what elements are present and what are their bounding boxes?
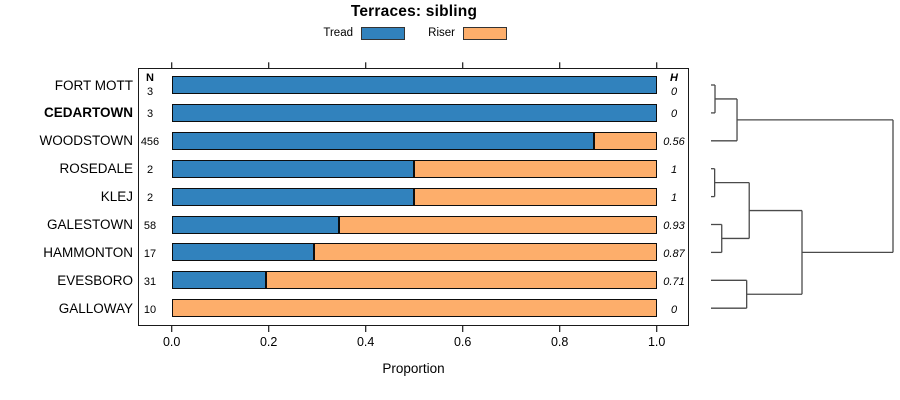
n-value: 3 <box>146 108 154 121</box>
row-label: HAMMONTON <box>43 244 133 260</box>
legend-swatch-tread <box>361 27 405 40</box>
x-tick-label: 0.4 <box>356 335 375 349</box>
row-label: KLEJ <box>100 189 133 205</box>
n-value: 58 <box>143 220 157 232</box>
n-value: 10 <box>143 303 157 316</box>
h-value: 0.87 <box>663 247 685 260</box>
bar-segment-riser <box>171 299 657 318</box>
legend-label-riser: Riser <box>428 27 455 39</box>
n-value: 2 <box>146 164 154 177</box>
row-label: EVESBORO <box>57 272 133 288</box>
row-label: GALLOWAY <box>58 300 133 316</box>
x-tick-label: 1.0 <box>647 335 666 349</box>
n-value: 2 <box>146 192 154 205</box>
chart-title: Terraces: sibling <box>350 3 478 20</box>
legend-swatch-riser <box>463 27 507 40</box>
bar-segment-tread <box>171 76 657 94</box>
bar-segment-tread <box>171 131 594 150</box>
bar-segment-tread <box>171 159 415 178</box>
h-column-header: H <box>670 72 678 84</box>
h-value: 1 <box>670 192 678 205</box>
h-value: 0.56 <box>663 136 685 149</box>
bar-segment-riser <box>414 159 657 178</box>
bar-segment-riser <box>314 243 657 262</box>
n-column-header: N <box>146 72 154 84</box>
h-value: 0 <box>670 86 678 98</box>
n-value: 3 <box>146 86 154 98</box>
n-value: 456 <box>140 136 160 149</box>
bar-segment-tread <box>171 271 266 290</box>
h-value: 0 <box>670 303 678 316</box>
bar-segment-riser <box>593 131 657 150</box>
row-label: ROSEDALE <box>59 161 133 177</box>
row-label: GALESTOWN <box>46 217 133 232</box>
row-label: WOODSTOWN <box>39 133 134 149</box>
bar-segment-tread <box>171 187 415 206</box>
bar-segment-tread <box>171 215 339 234</box>
row-label: FORT MOTT <box>54 77 133 93</box>
bar-segment-riser <box>339 215 657 234</box>
x-tick-label: 0.8 <box>550 335 569 349</box>
legend-label-tread: Tread <box>323 27 353 39</box>
bar-segment-tread <box>171 103 657 122</box>
x-axis-label: Proportion <box>382 361 445 376</box>
h-value: 0.93 <box>663 220 685 232</box>
x-tick-label: 0.6 <box>453 335 472 349</box>
row-label: CEDARTOWN <box>44 105 133 121</box>
n-value: 17 <box>143 247 157 260</box>
h-value: 1 <box>670 164 678 177</box>
n-value: 31 <box>143 275 157 288</box>
x-tick-label: 0.0 <box>162 335 181 349</box>
x-tick-label: 0.2 <box>259 335 278 349</box>
h-value: 0.71 <box>663 275 685 288</box>
h-value: 0 <box>670 108 678 121</box>
bar-segment-riser <box>414 187 657 206</box>
bar-segment-tread <box>171 243 315 262</box>
bar-segment-riser <box>265 271 657 290</box>
